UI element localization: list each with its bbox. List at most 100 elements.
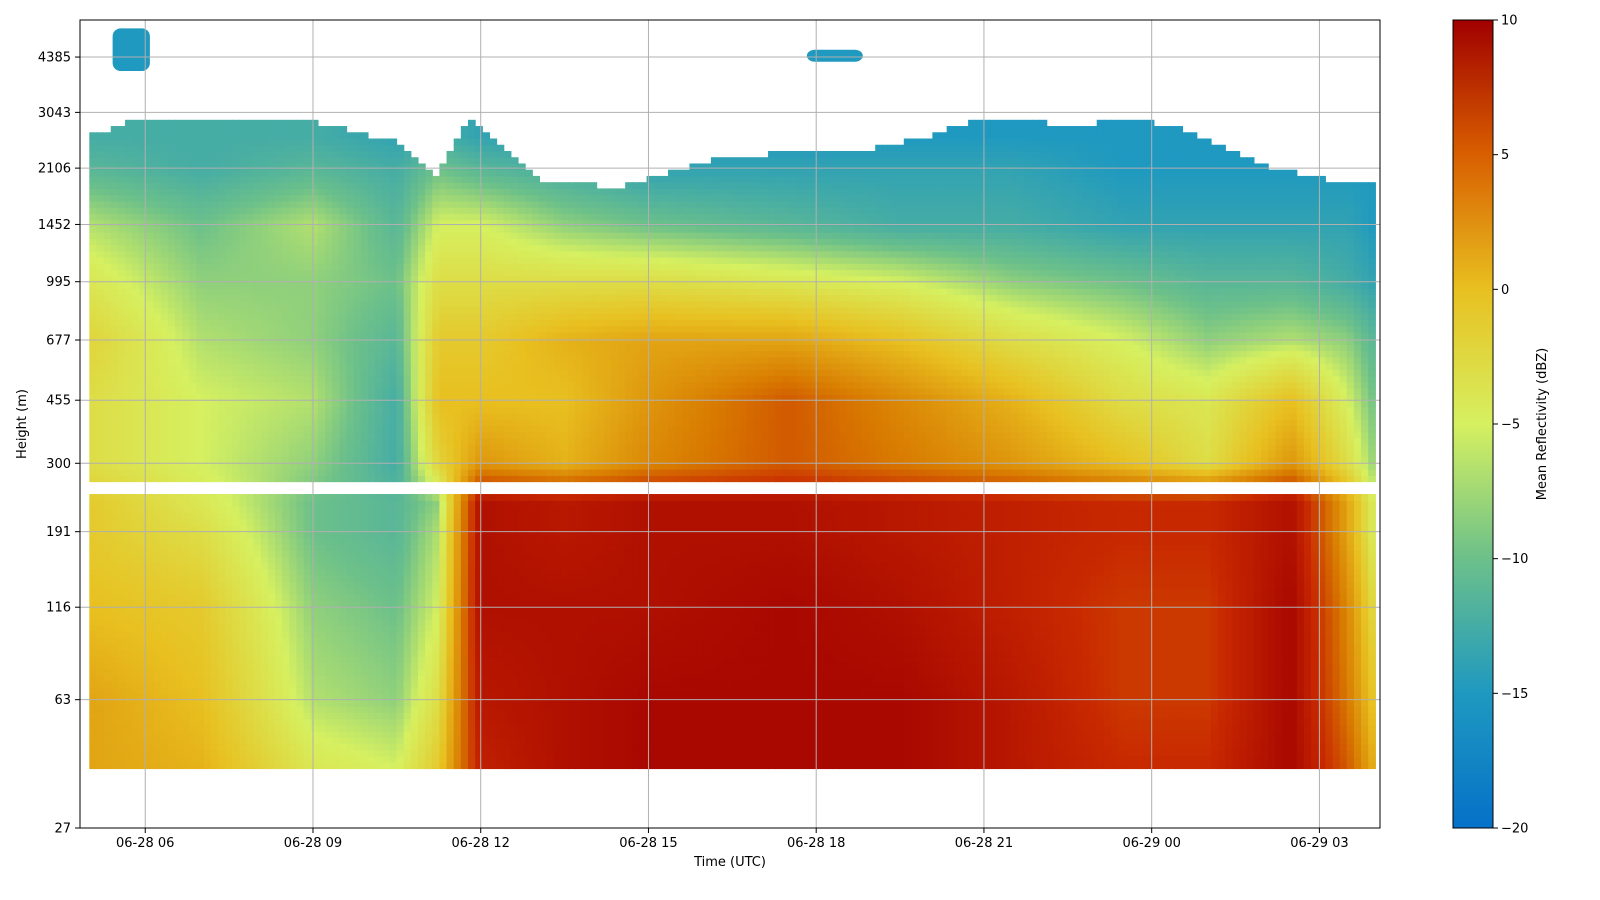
heatmap-cell (239, 687, 248, 695)
heatmap-cell (375, 531, 383, 539)
heatmap-cell (353, 543, 362, 551)
heatmap-cell (317, 612, 326, 620)
heatmap-cell (103, 350, 112, 358)
heatmap-cell (125, 693, 133, 701)
heatmap-cell (196, 138, 205, 146)
heatmap-cell (396, 169, 405, 177)
heatmap-cell (367, 325, 376, 333)
heatmap-cell (339, 331, 348, 339)
heatmap-cell (403, 175, 412, 183)
heatmap-cell (332, 568, 340, 576)
heatmap-cell (260, 275, 269, 283)
heatmap-cell (89, 263, 98, 271)
heatmap-cell (89, 450, 98, 458)
heatmap-cell (103, 132, 112, 140)
heatmap-cell (139, 375, 148, 383)
heatmap-cell (225, 394, 233, 402)
heatmap-cell (260, 356, 269, 364)
heatmap-cell (339, 225, 348, 233)
heatmap-cell (132, 356, 140, 364)
heatmap-cell (317, 263, 326, 271)
heatmap-cell (160, 637, 169, 645)
heatmap-cell (253, 506, 262, 514)
heatmap-cell (296, 743, 305, 751)
heatmap-cell (232, 593, 240, 601)
heatmap-cell (125, 687, 133, 695)
heatmap-cell (425, 431, 433, 439)
heatmap-cell (89, 587, 98, 595)
heatmap-cell (153, 755, 162, 763)
heatmap-cell (317, 706, 326, 713)
heatmap-cell (110, 225, 119, 233)
heatmap-cell (117, 568, 126, 576)
heatmap-cell (432, 363, 440, 370)
heatmap-cell (410, 506, 419, 514)
heatmap-cell (96, 537, 105, 545)
heatmap-cell (253, 425, 262, 433)
heatmap-cell (396, 724, 405, 732)
heatmap-cell (189, 144, 198, 152)
heatmap-cell (325, 232, 333, 239)
heatmap-cell (217, 749, 226, 757)
heatmap-cell (432, 444, 440, 451)
heatmap-cell (317, 494, 326, 501)
heatmap-cell (282, 350, 290, 358)
heatmap-cell (132, 331, 140, 339)
heatmap-cell (117, 437, 126, 445)
heatmap-cell (289, 706, 298, 713)
heatmap-cell (346, 668, 355, 676)
heatmap-cell (375, 381, 383, 389)
heatmap-cell (225, 637, 233, 645)
heatmap-cell (182, 737, 190, 745)
heatmap-cell (125, 762, 133, 770)
heatmap-cell (346, 144, 355, 152)
heatmap-cell (346, 587, 355, 595)
heatmap-cell (196, 344, 205, 352)
heatmap-cell (375, 550, 383, 558)
heatmap-cell (439, 712, 448, 720)
heatmap-cell (210, 281, 219, 289)
heatmap-cell (125, 543, 133, 551)
heatmap-cell (167, 625, 176, 632)
heatmap-cell (353, 662, 362, 670)
heatmap-cell (189, 356, 198, 364)
heatmap-cell (425, 250, 433, 258)
heatmap-cell (210, 612, 219, 620)
heatmap-cell (375, 494, 383, 501)
heatmap-cell (232, 475, 240, 483)
heatmap-cell (310, 731, 319, 738)
heatmap-cell (189, 625, 198, 632)
heatmap-cell (153, 175, 162, 183)
heatmap-cell (146, 281, 155, 289)
heatmap-cell (432, 194, 440, 202)
heatmap-cell (117, 169, 126, 177)
heatmap-cell (439, 718, 448, 726)
heatmap-cell (96, 319, 105, 327)
heatmap-cell (175, 668, 183, 676)
heatmap-cell (253, 512, 262, 520)
heatmap-cell (310, 263, 319, 271)
heatmap-cell (289, 674, 298, 682)
heatmap-cell (232, 375, 240, 383)
heatmap-cell (339, 394, 348, 402)
heatmap-cell (210, 412, 219, 420)
heatmap-cell (260, 306, 269, 314)
heatmap-cell (125, 269, 133, 277)
heatmap-cell (146, 450, 155, 458)
heatmap-cell (96, 562, 105, 570)
heatmap-cell (396, 718, 405, 726)
heatmap-cell (360, 175, 369, 183)
heatmap-cell (389, 257, 398, 264)
heatmap-cell (125, 313, 133, 320)
heatmap-cell (175, 244, 183, 252)
heatmap-cell (117, 232, 126, 239)
heatmap-cell (375, 419, 383, 427)
heatmap-cell (382, 369, 390, 377)
heatmap-cell (332, 313, 340, 320)
heatmap-cell (367, 338, 376, 345)
heatmap-cell (125, 232, 133, 239)
heatmap-cell (410, 556, 419, 564)
heatmap-cell (96, 132, 105, 140)
heatmap-cell (89, 138, 98, 146)
heatmap-cell (103, 612, 112, 620)
